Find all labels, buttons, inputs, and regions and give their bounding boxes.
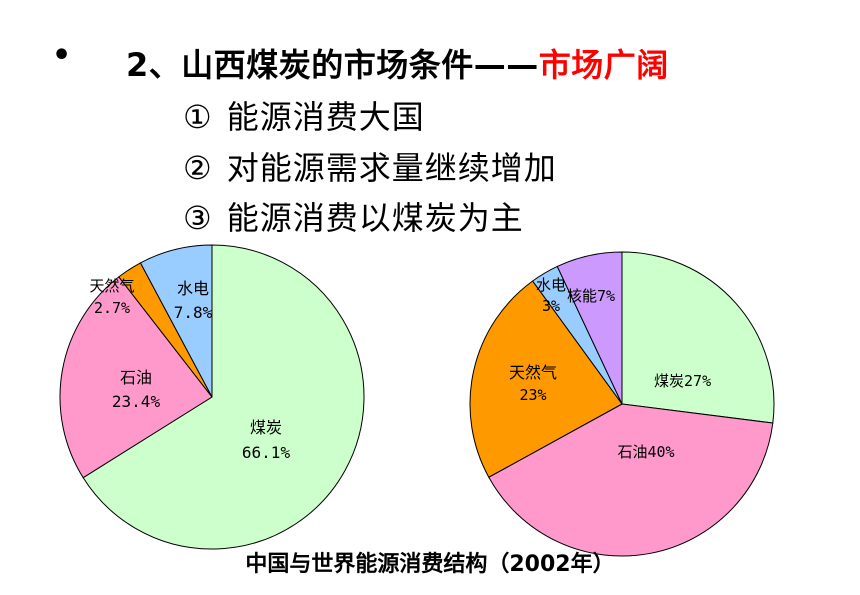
slide-heading: 2、山西煤炭的市场条件——市场广阔 <box>126 40 669 86</box>
world-pie-chart <box>469 251 775 557</box>
point-2: ② 对能源需求量继续增加 <box>183 143 557 189</box>
chart-caption: 中国与世界能源消费结构（2002年） <box>245 552 615 577</box>
point-1-text: 能源消费大国 <box>226 98 425 136</box>
china-slice-3 <box>139 244 213 398</box>
point-1: ① 能源消费大国 <box>183 92 425 138</box>
point-3-number: ③ <box>183 199 213 237</box>
world-slice-4 <box>556 251 623 405</box>
china-slice-0 <box>82 244 365 550</box>
china-gas-name: 天然气 <box>89 277 134 295</box>
point-1-number: ① <box>183 98 213 136</box>
point-2-number: ② <box>183 149 213 187</box>
world-slice-0 <box>621 251 775 424</box>
china-hydro-name: 水电 <box>177 279 209 298</box>
world-coal-label: 煤炭27% <box>654 372 711 390</box>
china-slice-1 <box>59 276 213 479</box>
point-2-text: 对能源需求量继续增加 <box>226 149 557 187</box>
world-oil-label: 石油40% <box>617 443 674 461</box>
world-coal-name: 煤炭 <box>654 372 684 390</box>
world-nuclear-label: 核能7% <box>567 287 615 305</box>
china-gas-value: 2.7% <box>94 299 130 317</box>
china-coal-value: 66.1% <box>242 443 291 462</box>
heading-prefix: 2、山西煤炭的市场条件—— <box>126 46 539 84</box>
point-3: ③ 能源消费以煤炭为主 <box>183 193 524 239</box>
bullet-marker: • <box>52 38 72 73</box>
world-hydro-name: 水电 <box>536 276 566 294</box>
world-gas-value: 23% <box>519 386 546 404</box>
heading-highlight: 市场广阔 <box>538 46 669 84</box>
china-hydro-value: 7.8% <box>174 303 213 322</box>
china-oil-name: 石油 <box>120 368 152 387</box>
china-coal-name: 煤炭 <box>250 418 282 437</box>
point-3-text: 能源消费以煤炭为主 <box>226 199 524 237</box>
world-gas-name: 天然气 <box>509 363 557 382</box>
world-hydro-value: 3% <box>542 297 560 315</box>
world-slice-1 <box>488 403 774 557</box>
world-nuclear-value: 7% <box>597 287 615 305</box>
world-nuclear-name: 核能 <box>567 287 597 305</box>
pie-labels: 天然气 2.7% 水电 7.8% 石油 23.4% 煤炭 66.1% 水电 3%… <box>89 276 711 462</box>
world-slice-2 <box>469 280 623 478</box>
world-oil-name: 石油 <box>617 443 647 461</box>
world-oil-value: 40% <box>647 443 674 461</box>
world-coal-value: 27% <box>684 372 711 390</box>
china-pie-chart <box>59 244 365 550</box>
china-oil-value: 23.4% <box>112 392 161 411</box>
